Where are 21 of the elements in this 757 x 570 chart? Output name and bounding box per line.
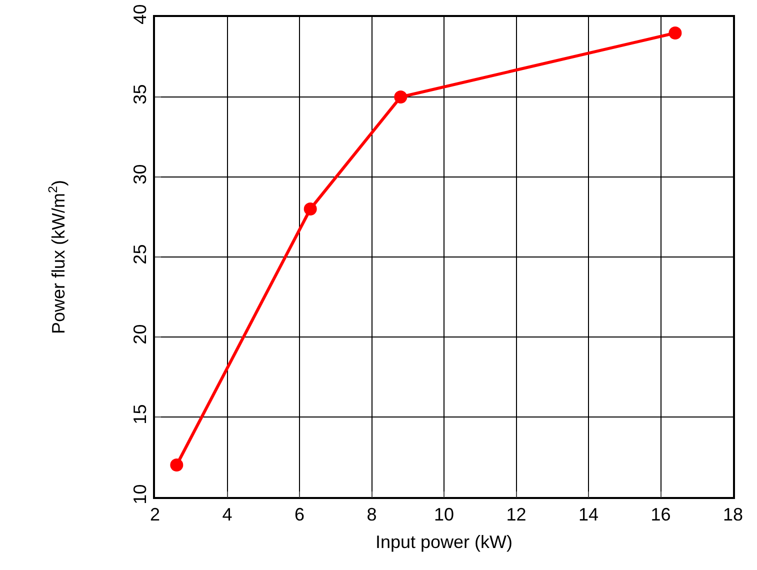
point xyxy=(304,202,317,216)
x-tick-label: 4 xyxy=(222,504,232,524)
point xyxy=(394,90,408,104)
y-tick-label: 30 xyxy=(130,164,150,184)
y-tick-label: 40 xyxy=(130,4,150,24)
x-tick-label: 16 xyxy=(650,504,671,524)
x-tick-label: 18 xyxy=(722,504,744,524)
x-tick-label: 8 xyxy=(366,504,377,524)
y-tick-label: 25 xyxy=(130,244,150,264)
point xyxy=(170,458,184,472)
y-tick-label: 20 xyxy=(130,324,150,344)
x-tick-label: 2 xyxy=(150,504,160,524)
y-tick-label: 10 xyxy=(130,484,150,504)
y-tick-label: 15 xyxy=(130,404,150,424)
x-axis-title: Input power (kW) xyxy=(375,532,513,552)
x-tick-label: 10 xyxy=(434,504,454,524)
y-tick-label: 35 xyxy=(130,84,150,104)
point xyxy=(668,26,682,40)
x-tick-label: 14 xyxy=(578,504,599,524)
x-tick-label: 12 xyxy=(506,504,526,524)
x-tick-label: 6 xyxy=(294,504,305,524)
